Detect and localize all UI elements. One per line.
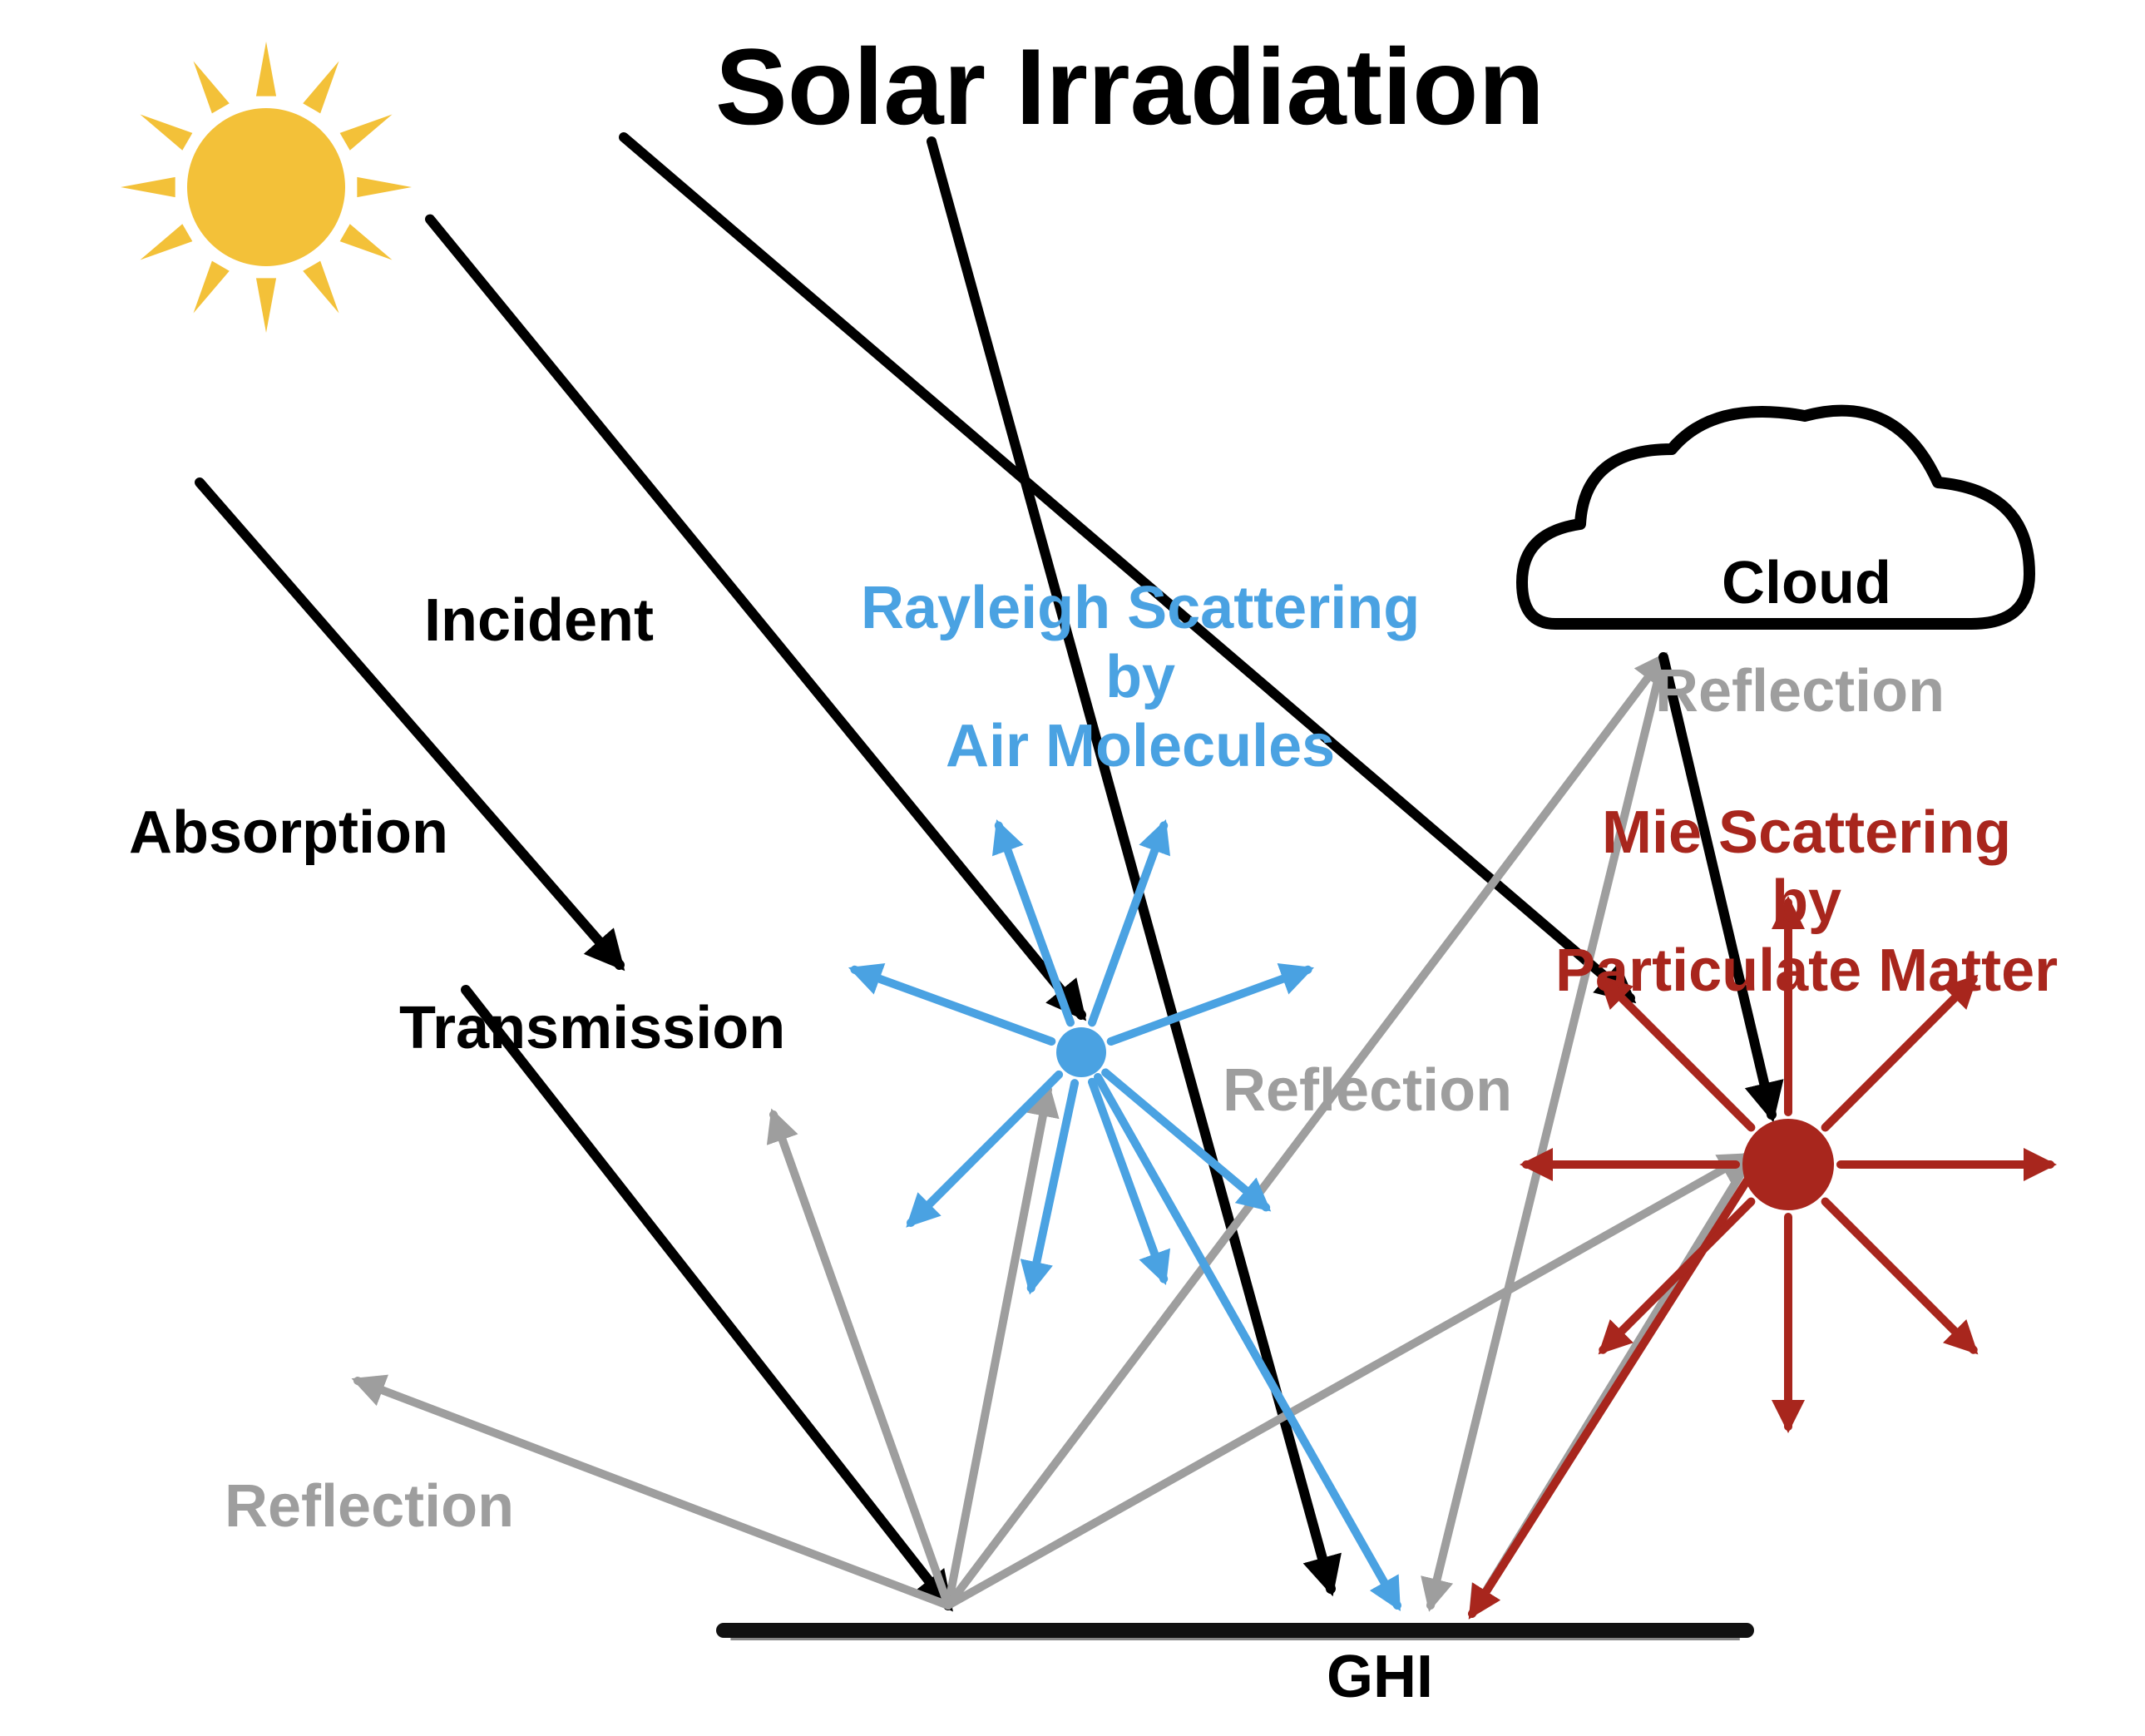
arrow-inc1 — [624, 137, 1630, 998]
label-reflection_L: Reflection — [225, 1472, 514, 1541]
arrow-refl_ground_4 — [948, 1156, 1747, 1605]
label-ghi: GHI — [1327, 1643, 1433, 1712]
label-incident: Incident — [424, 586, 654, 655]
rayleigh-label: Rayleigh Scattering by Air Molecules — [861, 574, 1420, 780]
cloud-label: Cloud — [1722, 549, 1891, 618]
label-absorption: Absorption — [129, 799, 448, 868]
arrow-refl_ground_1 — [773, 1115, 948, 1605]
diagram-title: Solar Irradiation — [715, 25, 1544, 150]
label-transmission: Transmission — [399, 994, 785, 1063]
label-reflection_M: Reflection — [1223, 1056, 1512, 1125]
mie-label: Mie Scattering by Particulate Matter — [1555, 799, 2058, 1005]
label-reflection_R: Reflection — [1655, 657, 1945, 726]
arrow-abs_in — [200, 482, 620, 965]
sun-icon — [121, 42, 412, 333]
